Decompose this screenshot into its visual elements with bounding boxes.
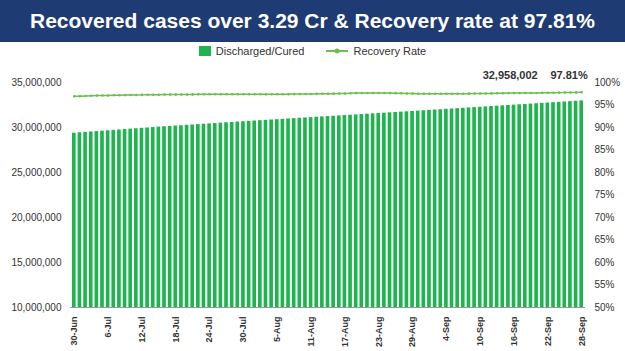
svg-text:10-Sep: 10-Sep [475, 316, 485, 346]
svg-text:4-Sep: 4-Sep [441, 316, 451, 341]
svg-text:30-Jul: 30-Jul [238, 317, 248, 343]
svg-text:23-Aug: 23-Aug [374, 317, 384, 348]
svg-text:60%: 60% [595, 257, 615, 268]
html-text:Recovery Rate: Recovery Rate [353, 45, 427, 57]
svg-text:16-Sep: 16-Sep [509, 316, 519, 346]
svg-text:20,000,000: 20,000,000 [11, 212, 61, 223]
svg-text:30,000,000: 30,000,000 [11, 122, 61, 133]
svg-text:85%: 85% [595, 144, 615, 155]
svg-text:35,000,000: 35,000,000 [11, 77, 61, 88]
svg-text:18-Jul: 18-Jul [171, 317, 181, 343]
svg-text:95%: 95% [595, 99, 615, 110]
svg-text:70%: 70% [595, 212, 615, 223]
svg-text:5-Aug: 5-Aug [272, 317, 282, 343]
svg-text:24-Jul: 24-Jul [204, 317, 214, 343]
svg-text:22-Sep: 22-Sep [543, 316, 553, 346]
html-text:Discharged/Cured: Discharged/Cured [215, 45, 305, 57]
svg-text:10,000,000: 10,000,000 [11, 302, 61, 313]
svg-text:15,000,000: 15,000,000 [11, 257, 61, 268]
svg-text:97.81%: 97.81% [550, 69, 588, 81]
svg-text:50%: 50% [595, 302, 615, 313]
svg-text:32,958,002: 32,958,002 [483, 69, 538, 81]
html-text:Recovered cases over 3.29 Cr &: Recovered cases over 3.29 Cr & Recovery … [30, 9, 595, 32]
svg-text:12-Jul: 12-Jul [137, 317, 147, 343]
svg-text:17-Aug: 17-Aug [340, 317, 350, 348]
svg-text:25,000,000: 25,000,000 [11, 167, 61, 178]
svg-text:29-Aug: 29-Aug [407, 317, 417, 348]
svg-text:11-Aug: 11-Aug [306, 317, 316, 347]
svg-text:65%: 65% [595, 234, 615, 245]
svg-text:6-Jul: 6-Jul [103, 317, 113, 338]
svg-text:30-Jun: 30-Jun [69, 317, 79, 346]
svg-text:80%: 80% [595, 167, 615, 178]
svg-text:100%: 100% [595, 77, 621, 88]
svg-text:75%: 75% [595, 189, 615, 200]
svg-text:28-Sep: 28-Sep [577, 316, 587, 346]
svg-text:90%: 90% [595, 122, 615, 133]
svg-text:55%: 55% [595, 279, 615, 290]
